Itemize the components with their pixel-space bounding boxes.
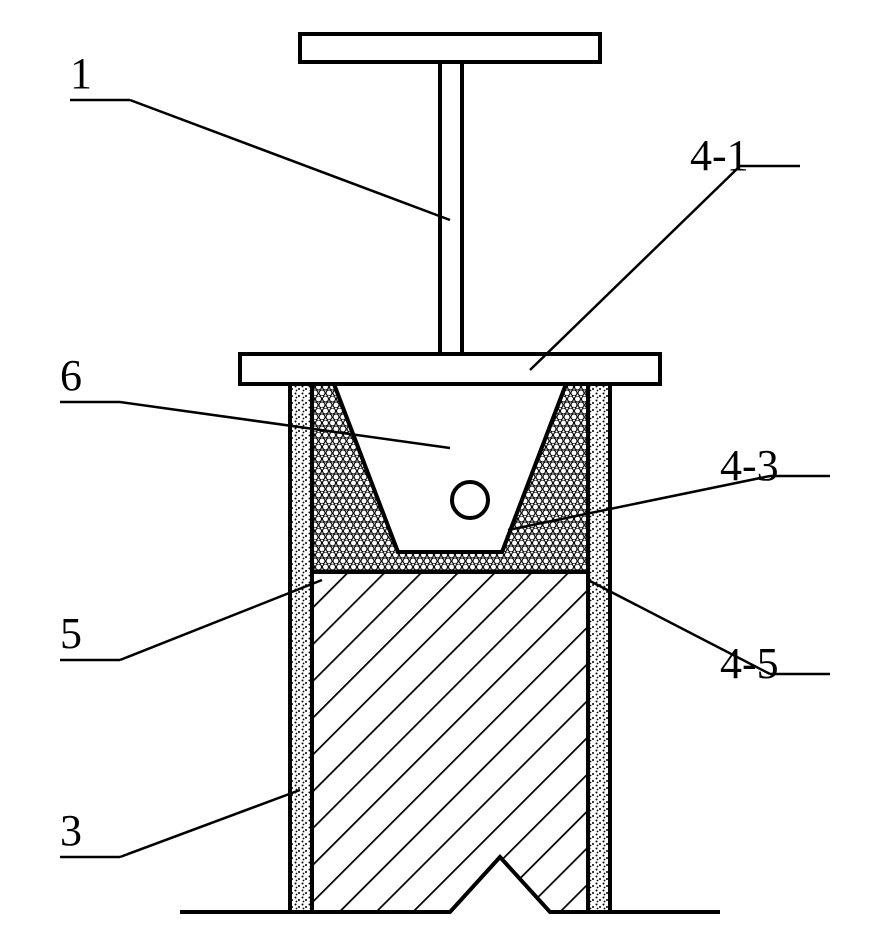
hatched-core — [312, 572, 588, 912]
label-l5: 5 — [60, 609, 82, 658]
top-plate — [300, 34, 600, 62]
leader-line-l4_1 — [530, 166, 740, 370]
lower-plate — [240, 354, 660, 384]
cylinder-wall-left — [290, 384, 312, 912]
leader-line-l3 — [120, 790, 300, 857]
label-l6: 6 — [60, 351, 82, 400]
inner-circle — [452, 482, 488, 518]
label-l3: 3 — [60, 806, 82, 855]
label-l1: 1 — [70, 49, 92, 98]
label-l4_1: 4-1 — [690, 131, 749, 180]
label-l4_5: 4-5 — [720, 639, 779, 688]
leader-line-l1 — [130, 100, 450, 220]
cylinder-wall-right — [588, 384, 610, 912]
press-stem — [440, 62, 462, 354]
label-l4_3: 4-3 — [720, 441, 779, 490]
